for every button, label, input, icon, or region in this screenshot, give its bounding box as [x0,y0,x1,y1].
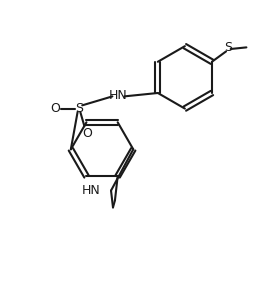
Text: HN: HN [82,183,101,196]
Text: S: S [224,41,232,54]
Text: S: S [75,102,83,115]
Text: O: O [50,102,60,115]
Text: O: O [82,126,92,140]
Text: HN: HN [109,89,128,101]
